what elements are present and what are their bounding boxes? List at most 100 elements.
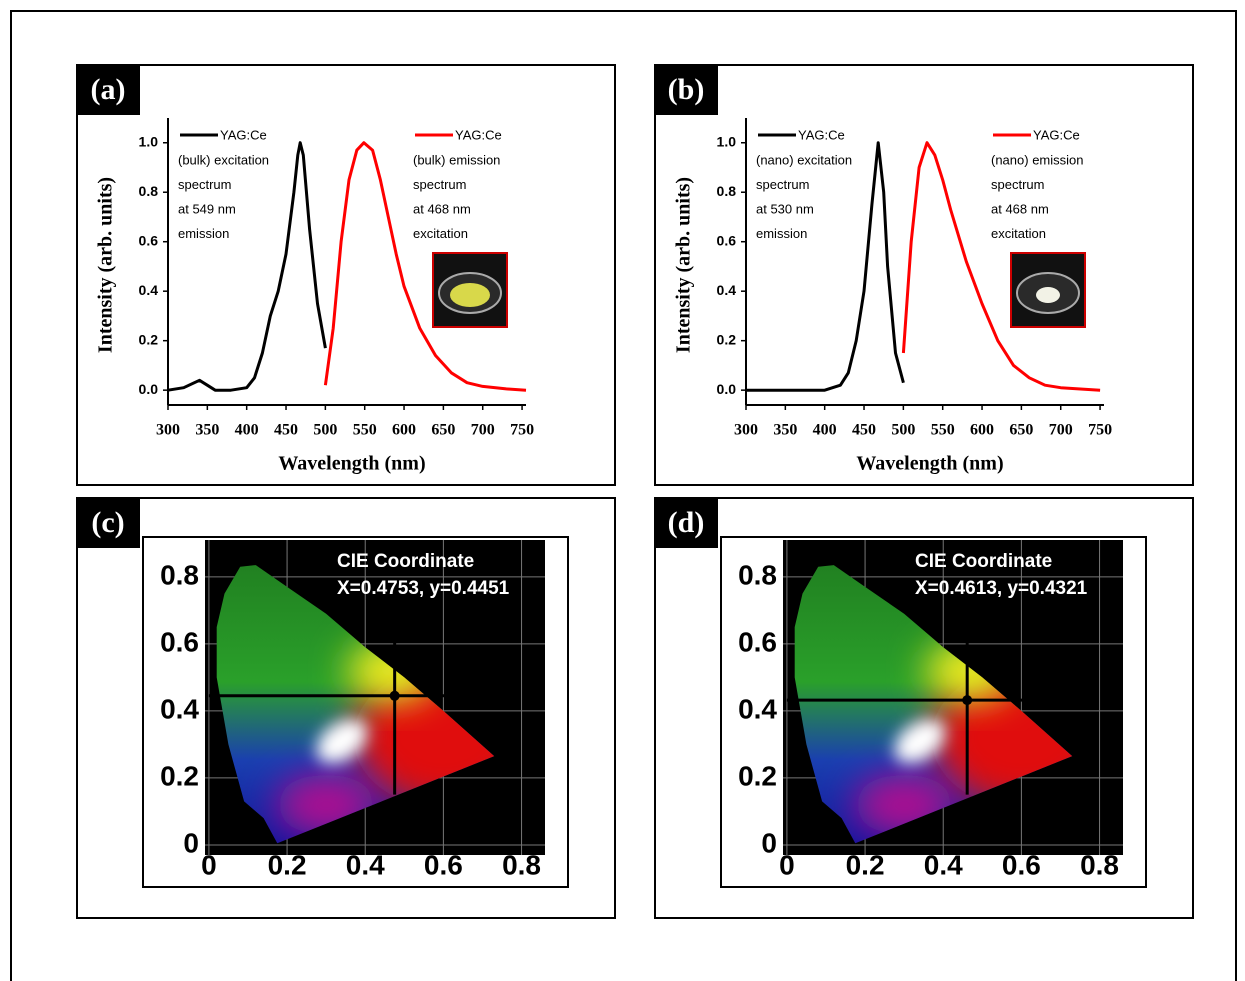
outer-frame	[10, 10, 1237, 981]
x-tick-label: 750	[1088, 422, 1112, 439]
panel: 300 350 400 450 500 550 600 650 700 750 0.0 0.2 0.4 0…	[654, 64, 1194, 486]
legend-note: at 468 nm	[991, 201, 1049, 216]
panel: 300 350 400 450 500 550 600 650 700 750 0.0 0.2 0.4 0…	[76, 64, 616, 486]
y-tick-label: 0.2	[738, 760, 777, 791]
x-tick-label: 750	[510, 422, 534, 439]
legend-note: emission	[178, 226, 229, 241]
legend-label: YAG:Ce	[798, 127, 845, 142]
x-tick-label: 700	[1049, 422, 1073, 439]
y-tick-label: 0.2	[139, 331, 159, 347]
x-tick-label: 400	[235, 422, 259, 439]
panel-label: (d)	[668, 506, 705, 539]
chart-subtitle: X=0.4753, y=0.4451	[337, 578, 510, 599]
x-tick-label: 450	[274, 422, 298, 439]
panel-label-box	[77, 498, 140, 548]
x-tick-label: 600	[970, 422, 994, 439]
chart-title: CIE Coordinate	[337, 551, 474, 572]
y-tick-label: 0.8	[717, 183, 737, 199]
y-tick-label: 0	[761, 827, 777, 858]
line	[323, 141, 527, 392]
panel-label: (b)	[668, 73, 705, 106]
y-tick-label: 1.0	[717, 133, 737, 149]
x-tick-label: 600	[392, 422, 416, 439]
panel-label: (c)	[91, 506, 124, 539]
legend-note: excitation	[991, 226, 1046, 241]
legend-note: spectrum	[413, 177, 466, 192]
legend-note: spectrum	[991, 177, 1044, 192]
x-tick-label: 700	[471, 422, 495, 439]
chart-subtitle: X=0.4613, y=0.4321	[915, 578, 1088, 599]
y-tick-label: 0.4	[717, 282, 737, 298]
x-axis-label: Wavelength (nm)	[856, 453, 1003, 475]
x-tick-label: 300	[734, 422, 758, 439]
x-tick-label: 0	[201, 849, 217, 880]
legend-note: emission	[756, 226, 807, 241]
x-tick-label: 0.6	[424, 849, 463, 880]
x-tick-label: 450	[852, 422, 876, 439]
y-tick-label: 0.4	[160, 693, 199, 724]
legend-note: at 468 nm	[413, 201, 471, 216]
x-tick-label: 550	[353, 422, 377, 439]
y-tick-label: 0.4	[738, 693, 777, 724]
line	[167, 141, 327, 392]
panel-label: (a)	[91, 73, 126, 106]
legend-note: at 549 nm	[178, 201, 236, 216]
panel-frame	[654, 64, 1194, 486]
y-tick-label: 0.8	[160, 559, 199, 590]
x-tick-label: 0.2	[268, 849, 307, 880]
x-tick-label: 0.2	[846, 849, 885, 880]
legend-note: at 530 nm	[756, 201, 814, 216]
panel-label-box	[655, 498, 718, 548]
legend-note: (nano) emission	[991, 152, 1084, 167]
white-region	[894, 719, 945, 763]
y-tick-label: 0.6	[738, 626, 777, 657]
line	[901, 141, 1101, 392]
white-region	[316, 719, 367, 763]
panel: 0 0.2 0.4 0.6 0.8 0 0.2 0.4 0.6 0.8 CIE Coordinate…	[654, 497, 1194, 919]
x-tick-label: 550	[931, 422, 955, 439]
x-tick-label: 0.4	[924, 849, 963, 880]
x-tick-label: 350	[773, 422, 797, 439]
legend-label: YAG:Ce	[455, 127, 502, 142]
x-tick-label: 500	[891, 422, 915, 439]
x-tick-label: 0.6	[1002, 849, 1041, 880]
y-tick-label: 0.6	[717, 232, 737, 248]
x-tick-label: 300	[156, 422, 180, 439]
y-tick-label: 0.0	[139, 381, 159, 397]
legend-note: spectrum	[756, 177, 809, 192]
x-tick-label: 0	[779, 849, 795, 880]
x-tick-label: 400	[813, 422, 837, 439]
x-tick-label: 350	[195, 422, 219, 439]
panel-frame	[76, 64, 616, 486]
y-tick-label: 0.8	[139, 183, 159, 199]
legend-label: YAG:Ce	[220, 127, 267, 142]
x-axis-label: Wavelength (nm)	[278, 453, 425, 475]
y-axis-label: Intensity (arb. units)	[95, 177, 117, 353]
y-tick-label: 0	[183, 827, 199, 858]
y-tick-label: 0.4	[139, 282, 159, 298]
x-tick-label: 0.8	[1080, 849, 1119, 880]
legend-note: (bulk) excitation	[178, 152, 269, 167]
y-tick-label: 0.2	[160, 760, 199, 791]
powder	[450, 283, 490, 307]
powder	[1036, 287, 1060, 303]
y-tick-label: 1.0	[139, 133, 159, 149]
y-tick-label: 0.0	[717, 381, 737, 397]
legend-label: YAG:Ce	[1033, 127, 1080, 142]
y-tick-label: 0.6	[139, 232, 159, 248]
y-tick-label: 0.6	[160, 626, 199, 657]
y-tick-label: 0.8	[738, 559, 777, 590]
x-tick-label: 650	[1009, 422, 1033, 439]
legend-note: (bulk) emission	[413, 152, 500, 167]
x-tick-label: 500	[313, 422, 337, 439]
point	[962, 695, 973, 706]
legend-note: (nano) excitation	[756, 152, 852, 167]
chart-title: CIE Coordinate	[915, 551, 1052, 572]
x-tick-label: 650	[431, 422, 455, 439]
legend-note: spectrum	[178, 177, 231, 192]
x-tick-label: 0.4	[346, 849, 385, 880]
line	[746, 141, 905, 392]
legend-note: excitation	[413, 226, 468, 241]
panel-label-box	[77, 65, 140, 115]
